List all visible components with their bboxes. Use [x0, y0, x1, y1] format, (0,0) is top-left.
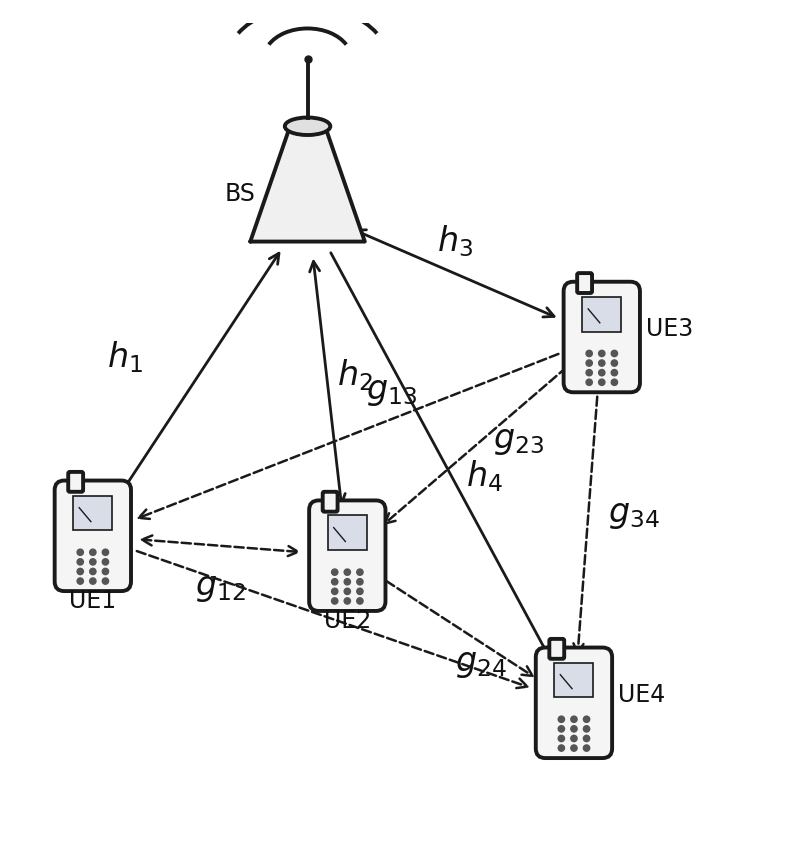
Circle shape [583, 735, 590, 742]
Circle shape [331, 569, 338, 575]
Circle shape [586, 360, 592, 366]
Circle shape [102, 558, 109, 565]
Circle shape [586, 379, 592, 385]
Circle shape [344, 569, 350, 575]
Circle shape [77, 569, 84, 574]
Text: $\mathit{h}_{1}$: $\mathit{h}_{1}$ [107, 339, 143, 375]
Circle shape [89, 578, 96, 584]
Circle shape [89, 549, 96, 555]
Circle shape [611, 360, 618, 366]
Circle shape [89, 558, 96, 565]
Ellipse shape [285, 118, 330, 135]
FancyBboxPatch shape [68, 472, 83, 492]
Circle shape [559, 745, 564, 751]
Circle shape [571, 726, 577, 732]
Circle shape [611, 351, 618, 357]
Circle shape [611, 379, 618, 385]
Circle shape [102, 549, 109, 555]
Circle shape [102, 578, 109, 584]
Text: BS: BS [224, 182, 255, 206]
Bar [583, 297, 622, 331]
Circle shape [559, 735, 564, 742]
FancyBboxPatch shape [549, 639, 564, 659]
Circle shape [357, 588, 363, 595]
Circle shape [559, 717, 564, 722]
Circle shape [77, 549, 84, 555]
Circle shape [611, 369, 618, 376]
Circle shape [331, 579, 338, 584]
Text: $\mathit{h}_{4}$: $\mathit{h}_{4}$ [466, 458, 503, 494]
Circle shape [571, 717, 577, 722]
Circle shape [583, 745, 590, 751]
Text: $\mathit{g}_{13}$: $\mathit{g}_{13}$ [365, 378, 417, 408]
FancyBboxPatch shape [563, 282, 640, 392]
Circle shape [586, 351, 592, 357]
Text: $\mathit{g}_{34}$: $\mathit{g}_{34}$ [608, 501, 660, 531]
Circle shape [331, 598, 338, 604]
Circle shape [586, 369, 592, 376]
Text: $\mathit{g}_{24}$: $\mathit{g}_{24}$ [455, 650, 507, 680]
Circle shape [344, 579, 350, 584]
Text: UE2: UE2 [324, 609, 371, 633]
Bar [328, 516, 367, 550]
Circle shape [598, 360, 605, 366]
Bar [73, 495, 113, 531]
FancyBboxPatch shape [577, 273, 592, 293]
FancyBboxPatch shape [535, 648, 612, 758]
Text: $\mathit{h}_{2}$: $\mathit{h}_{2}$ [338, 357, 373, 393]
Circle shape [559, 726, 564, 732]
Text: $\mathit{h}_{3}$: $\mathit{h}_{3}$ [437, 224, 472, 259]
Circle shape [344, 588, 350, 595]
Circle shape [331, 588, 338, 595]
Polygon shape [251, 126, 365, 241]
Circle shape [583, 726, 590, 732]
Circle shape [89, 569, 96, 574]
FancyBboxPatch shape [309, 500, 385, 611]
Text: UE3: UE3 [646, 317, 693, 341]
Circle shape [77, 578, 84, 584]
FancyBboxPatch shape [55, 480, 131, 591]
Circle shape [571, 735, 577, 742]
Text: $\mathit{g}_{12}$: $\mathit{g}_{12}$ [195, 574, 246, 605]
Bar [555, 663, 594, 697]
Circle shape [77, 558, 84, 565]
Circle shape [357, 579, 363, 584]
Circle shape [344, 598, 350, 604]
Circle shape [598, 379, 605, 385]
Text: UE1: UE1 [69, 589, 117, 613]
Circle shape [571, 745, 577, 751]
Circle shape [598, 351, 605, 357]
Text: UE4: UE4 [618, 683, 666, 706]
FancyBboxPatch shape [322, 492, 338, 511]
Circle shape [102, 569, 109, 574]
Circle shape [598, 369, 605, 376]
Circle shape [583, 717, 590, 722]
Circle shape [357, 569, 363, 575]
Text: $\mathit{g}_{23}$: $\mathit{g}_{23}$ [493, 427, 543, 458]
Circle shape [357, 598, 363, 604]
